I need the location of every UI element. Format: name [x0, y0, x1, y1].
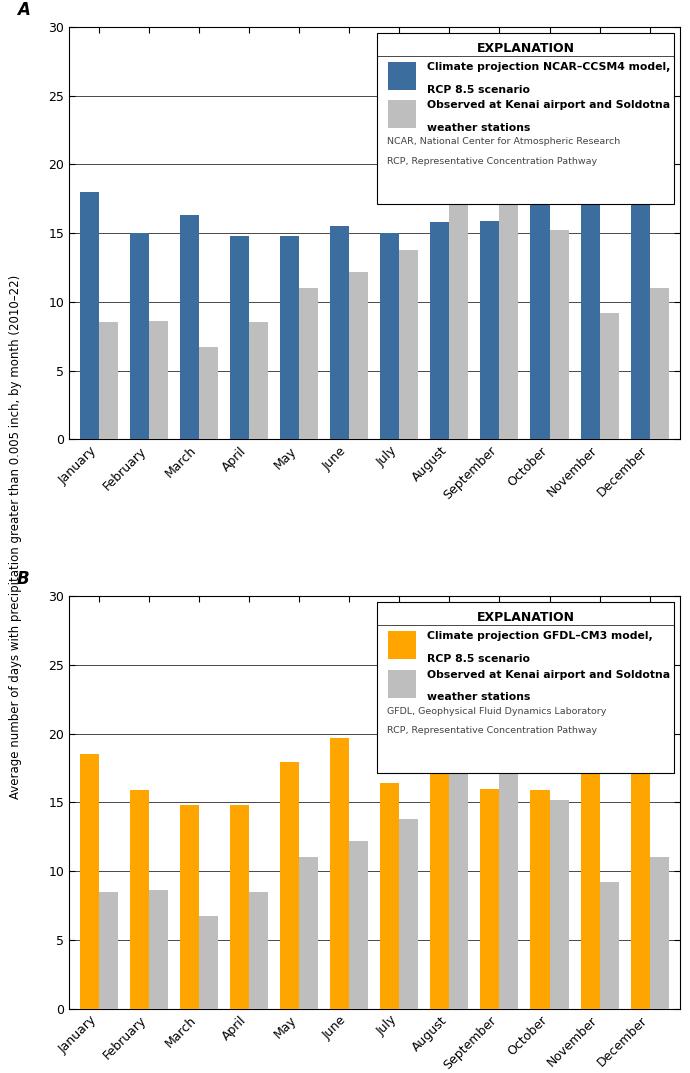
Bar — [199, 348, 218, 439]
Bar — [500, 179, 518, 439]
Text: EXPLANATION: EXPLANATION — [477, 612, 575, 624]
Bar — [649, 857, 669, 1009]
Text: RCP, Representative Concentration Pathway: RCP, Representative Concentration Pathwa… — [386, 157, 597, 166]
Bar — [331, 226, 349, 439]
Text: EXPLANATION: EXPLANATION — [477, 42, 575, 55]
Bar — [400, 250, 418, 439]
Bar — [80, 754, 99, 1009]
FancyBboxPatch shape — [388, 670, 416, 697]
Text: NCAR, National Center for Atmospheric Research: NCAR, National Center for Atmospheric Re… — [386, 137, 620, 146]
Bar — [280, 763, 299, 1009]
Bar — [349, 271, 368, 439]
Text: Average number of days with precipitation greater than 0.005 inch, by month (201: Average number of days with precipitatio… — [9, 275, 21, 798]
Text: A: A — [17, 1, 30, 18]
Text: Climate projection GFDL–CM3 model,: Climate projection GFDL–CM3 model, — [427, 631, 653, 642]
Bar — [99, 323, 118, 439]
FancyBboxPatch shape — [377, 602, 673, 774]
Bar — [649, 288, 669, 439]
FancyBboxPatch shape — [388, 631, 416, 659]
Bar — [380, 233, 400, 439]
Bar — [80, 192, 99, 439]
Text: B: B — [17, 570, 30, 588]
Bar — [249, 323, 268, 439]
Text: weather stations: weather stations — [427, 692, 530, 702]
Bar — [600, 882, 619, 1009]
Text: RCP 8.5 scenario: RCP 8.5 scenario — [427, 85, 530, 94]
Bar — [280, 236, 299, 439]
Bar — [549, 231, 569, 439]
Text: RCP 8.5 scenario: RCP 8.5 scenario — [427, 653, 530, 664]
Bar — [631, 773, 649, 1009]
Bar — [480, 789, 500, 1009]
Text: GFDL, Geophysical Fluid Dynamics Laboratory: GFDL, Geophysical Fluid Dynamics Laborat… — [386, 707, 606, 716]
Text: weather stations: weather stations — [427, 123, 530, 133]
FancyBboxPatch shape — [377, 33, 673, 204]
Bar — [431, 222, 449, 439]
Bar — [349, 841, 368, 1009]
Bar — [130, 790, 149, 1009]
Text: Climate projection NCAR–CCSM4 model,: Climate projection NCAR–CCSM4 model, — [427, 62, 670, 72]
Text: Observed at Kenai airport and Soldotna: Observed at Kenai airport and Soldotna — [427, 100, 670, 111]
Bar — [580, 203, 600, 439]
Bar — [431, 774, 449, 1009]
Bar — [199, 916, 218, 1009]
Bar — [480, 221, 500, 439]
Text: RCP, Representative Concentration Pathway: RCP, Representative Concentration Pathwa… — [386, 726, 597, 735]
Bar — [299, 288, 318, 439]
Bar — [531, 191, 549, 439]
Bar — [180, 805, 199, 1009]
Bar — [380, 783, 400, 1009]
Bar — [149, 891, 168, 1009]
Bar — [449, 765, 469, 1009]
Bar — [580, 768, 600, 1009]
FancyBboxPatch shape — [388, 62, 416, 90]
Bar — [531, 790, 549, 1009]
Bar — [149, 321, 168, 439]
Bar — [230, 236, 249, 439]
Bar — [449, 196, 469, 439]
Bar — [631, 196, 649, 439]
Bar — [130, 233, 149, 439]
Bar — [299, 857, 318, 1009]
Bar — [230, 805, 249, 1009]
Bar — [249, 892, 268, 1009]
Bar — [99, 892, 118, 1009]
Bar — [331, 738, 349, 1009]
Bar — [400, 819, 418, 1009]
Bar — [600, 313, 619, 439]
Text: Observed at Kenai airport and Soldotna: Observed at Kenai airport and Soldotna — [427, 670, 670, 679]
FancyBboxPatch shape — [388, 100, 416, 129]
Bar — [500, 749, 518, 1009]
Bar — [549, 799, 569, 1009]
Bar — [180, 216, 199, 439]
